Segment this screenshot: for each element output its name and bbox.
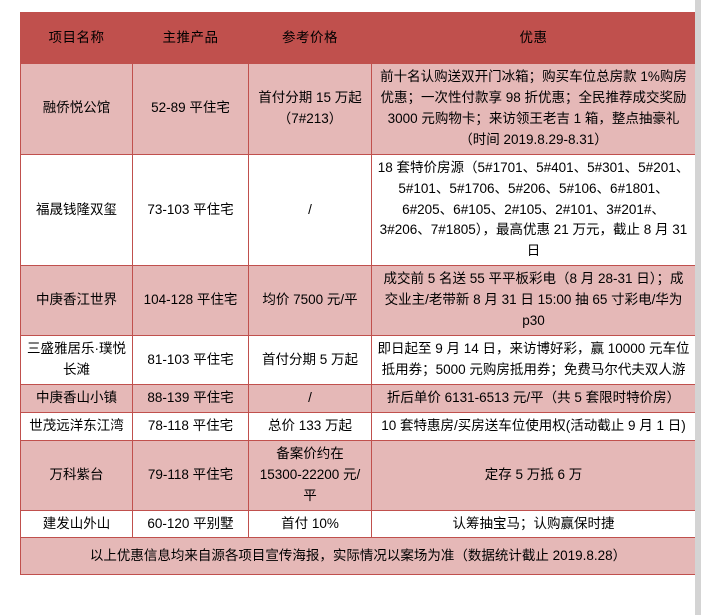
- cell-project-name: 融侨悦公馆: [20, 63, 133, 155]
- cell-promotion: 即日起至 9 月 14 日，来访博好彩，赢 10000 元车位抵用券；5000 …: [371, 335, 696, 385]
- cell-project-name: 福晟钱隆双玺: [20, 153, 133, 267]
- table-row: 世茂远洋东江湾 78-118 平住宅 总价 133 万起 10 套特惠房/买房送…: [20, 411, 696, 441]
- cell-promotion: 前十名认购送双开门冰箱；购买车位总房款 1%购房优惠；一次性付款享 98 折优惠…: [371, 63, 696, 155]
- table-row: 中庚香山小镇 88-139 平住宅 / 折后单价 6131-6513 元/平（共…: [20, 383, 696, 413]
- cell-promotion: 定存 5 万抵 6 万: [371, 439, 696, 511]
- property-promotions-table: 项目名称 主推产品 参考价格 优惠 融侨悦公馆 52-89 平住宅 首付分期 1…: [20, 12, 696, 576]
- table-row: 福晟钱隆双玺 73-103 平住宅 / 18 套特价房源（5#1701、5#40…: [20, 153, 696, 267]
- cell-reference-price: 均价 7500 元/平: [248, 265, 372, 337]
- cell-reference-price: /: [248, 153, 372, 267]
- scrollbar[interactable]: [695, 0, 701, 615]
- cell-main-product: 88-139 平住宅: [132, 383, 249, 413]
- cell-project-name: 中庚香山小镇: [20, 383, 133, 413]
- cell-promotion: 18 套特价房源（5#1701、5#401、5#301、5#201、5#101、…: [371, 153, 696, 267]
- cell-promotion: 成交前 5 名送 55 平平板彩电（8 月 28-31 日）；成交业主/老带新 …: [371, 265, 696, 337]
- cell-reference-price: 总价 133 万起: [248, 411, 372, 441]
- table-header-row: 项目名称 主推产品 参考价格 优惠: [20, 12, 696, 64]
- table-body: 融侨悦公馆 52-89 平住宅 首付分期 15 万起 （7#213） 前十名认购…: [20, 63, 696, 576]
- cell-main-product: 81-103 平住宅: [132, 335, 249, 385]
- cell-promotion: 10 套特惠房/买房送车位使用权(活动截止 9 月 1 日): [371, 411, 696, 441]
- table-row: 三盛雅居乐·璞悦长滩 81-103 平住宅 首付分期 5 万起 即日起至 9 月…: [20, 335, 696, 385]
- cell-project-name: 建发山外山: [20, 509, 133, 539]
- cell-main-product: 73-103 平住宅: [132, 153, 249, 267]
- table-row: 融侨悦公馆 52-89 平住宅 首付分期 15 万起 （7#213） 前十名认购…: [20, 63, 696, 155]
- column-header-main-product: 主推产品: [132, 12, 249, 64]
- cell-project-name: 中庚香江世界: [20, 265, 133, 337]
- cell-project-name: 万科紫台: [20, 439, 133, 511]
- cell-main-product: 78-118 平住宅: [132, 411, 249, 441]
- column-header-project-name: 项目名称: [20, 12, 133, 64]
- cell-reference-price: 首付分期 5 万起: [248, 335, 372, 385]
- table-row: 中庚香江世界 104-128 平住宅 均价 7500 元/平 成交前 5 名送 …: [20, 265, 696, 337]
- table-footer-note: 以上优惠信息均来自源各项目宣传海报，实际情况以案场为准（数据统计截止 2019.…: [20, 537, 696, 576]
- column-header-reference-price: 参考价格: [248, 12, 372, 64]
- cell-main-product: 52-89 平住宅: [132, 63, 249, 155]
- cell-reference-price: 备案价约在 15300-22200 元/平: [248, 439, 372, 511]
- cell-promotion: 折后单价 6131-6513 元/平（共 5 套限时特价房）: [371, 383, 696, 413]
- cell-reference-price: 首付分期 15 万起 （7#213）: [248, 63, 372, 155]
- column-header-promotion: 优惠: [371, 12, 696, 64]
- table-row: 万科紫台 79-118 平住宅 备案价约在 15300-22200 元/平 定存…: [20, 439, 696, 511]
- table-row: 建发山外山 60-120 平别墅 首付 10% 认筹抽宝马；认购赢保时捷: [20, 509, 696, 539]
- cell-promotion: 认筹抽宝马；认购赢保时捷: [371, 509, 696, 539]
- cell-reference-price: /: [248, 383, 372, 413]
- cell-main-product: 79-118 平住宅: [132, 439, 249, 511]
- table-header: 项目名称 主推产品 参考价格 优惠: [20, 12, 696, 64]
- table-footer-row: 以上优惠信息均来自源各项目宣传海报，实际情况以案场为准（数据统计截止 2019.…: [20, 537, 696, 576]
- cell-project-name: 三盛雅居乐·璞悦长滩: [20, 335, 133, 385]
- cell-main-product: 104-128 平住宅: [132, 265, 249, 337]
- cell-project-name: 世茂远洋东江湾: [20, 411, 133, 441]
- cell-main-product: 60-120 平别墅: [132, 509, 249, 539]
- cell-reference-price: 首付 10%: [248, 509, 372, 539]
